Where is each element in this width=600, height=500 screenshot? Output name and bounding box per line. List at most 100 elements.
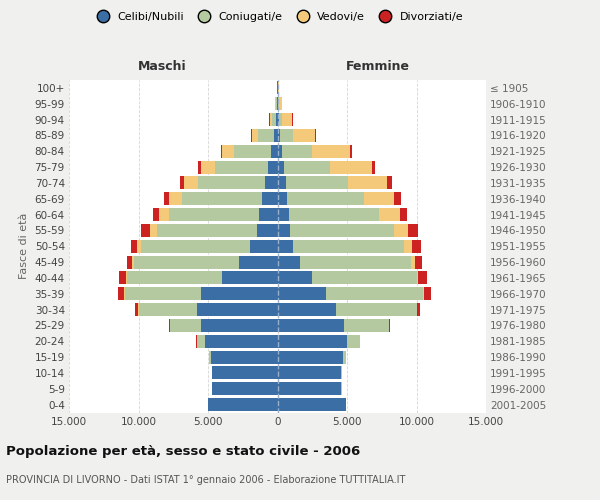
Bar: [153, 208, 277, 221]
Bar: [149, 224, 277, 237]
Bar: [277, 98, 278, 110]
Bar: [344, 319, 389, 332]
Bar: [205, 335, 277, 347]
Bar: [280, 129, 293, 142]
Bar: [138, 303, 277, 316]
Bar: [277, 208, 289, 221]
Bar: [169, 319, 277, 332]
Bar: [336, 303, 416, 316]
Bar: [275, 98, 277, 110]
Bar: [283, 113, 292, 126]
Bar: [277, 129, 280, 142]
Bar: [134, 256, 277, 268]
Bar: [136, 303, 277, 316]
Bar: [277, 382, 341, 395]
Y-axis label: Fasce di età: Fasce di età: [19, 213, 29, 280]
Bar: [201, 319, 277, 332]
Bar: [169, 208, 277, 221]
Bar: [262, 192, 277, 205]
Bar: [350, 145, 352, 158]
Bar: [277, 366, 341, 380]
Bar: [208, 398, 277, 411]
Bar: [417, 303, 421, 316]
Bar: [277, 224, 290, 237]
Bar: [196, 335, 277, 347]
Bar: [277, 192, 287, 205]
Bar: [197, 335, 277, 347]
Legend: Celibi/Nubili, Coniugati/e, Vedovi/e, Divorziati/e: Celibi/Nubili, Coniugati/e, Vedovi/e, Di…: [88, 8, 467, 26]
Bar: [139, 303, 277, 316]
Bar: [389, 319, 390, 332]
Bar: [326, 288, 424, 300]
Bar: [132, 256, 277, 268]
Bar: [388, 176, 392, 190]
Bar: [126, 272, 277, 284]
Bar: [293, 129, 315, 142]
Bar: [379, 208, 400, 221]
Bar: [259, 129, 277, 142]
Bar: [211, 350, 277, 364]
Bar: [222, 272, 277, 284]
Bar: [212, 382, 277, 395]
Bar: [394, 192, 401, 205]
Bar: [277, 240, 293, 252]
Bar: [209, 350, 277, 364]
Bar: [222, 145, 277, 158]
Bar: [169, 192, 277, 205]
Bar: [235, 145, 277, 158]
Bar: [252, 129, 277, 142]
Bar: [278, 98, 279, 110]
Bar: [170, 319, 277, 332]
Bar: [212, 382, 277, 395]
Bar: [279, 113, 283, 126]
Bar: [137, 240, 277, 252]
Bar: [274, 129, 277, 142]
Bar: [277, 160, 284, 173]
Bar: [293, 240, 404, 252]
Bar: [212, 366, 277, 380]
Bar: [208, 398, 277, 411]
Bar: [277, 145, 283, 158]
Bar: [315, 129, 316, 142]
Bar: [275, 98, 277, 110]
Bar: [277, 113, 279, 126]
Bar: [364, 192, 394, 205]
Bar: [300, 256, 411, 268]
Bar: [250, 240, 277, 252]
Text: Popolazione per età, sesso e stato civile - 2006: Popolazione per età, sesso e stato civil…: [6, 445, 360, 458]
Bar: [259, 208, 277, 221]
Bar: [265, 176, 277, 190]
Bar: [201, 160, 277, 173]
Bar: [157, 224, 277, 237]
Bar: [239, 256, 277, 268]
Bar: [208, 398, 277, 411]
Bar: [277, 350, 343, 364]
Bar: [119, 272, 277, 284]
Bar: [277, 319, 344, 332]
Bar: [118, 288, 277, 300]
Bar: [275, 98, 277, 110]
Bar: [251, 129, 277, 142]
Bar: [418, 272, 427, 284]
Bar: [277, 272, 312, 284]
Bar: [411, 256, 415, 268]
Bar: [164, 192, 277, 205]
Bar: [268, 160, 277, 173]
Bar: [408, 224, 418, 237]
Bar: [349, 176, 388, 190]
Bar: [124, 288, 277, 300]
Bar: [182, 192, 277, 205]
Bar: [372, 160, 375, 173]
Bar: [212, 382, 277, 395]
Bar: [416, 272, 418, 284]
Bar: [272, 113, 277, 126]
Bar: [343, 350, 346, 364]
Bar: [276, 113, 277, 126]
Bar: [179, 176, 277, 190]
Bar: [415, 256, 422, 268]
Bar: [160, 208, 277, 221]
Bar: [208, 398, 277, 411]
Bar: [198, 160, 277, 173]
Bar: [212, 366, 277, 380]
Bar: [277, 176, 286, 190]
